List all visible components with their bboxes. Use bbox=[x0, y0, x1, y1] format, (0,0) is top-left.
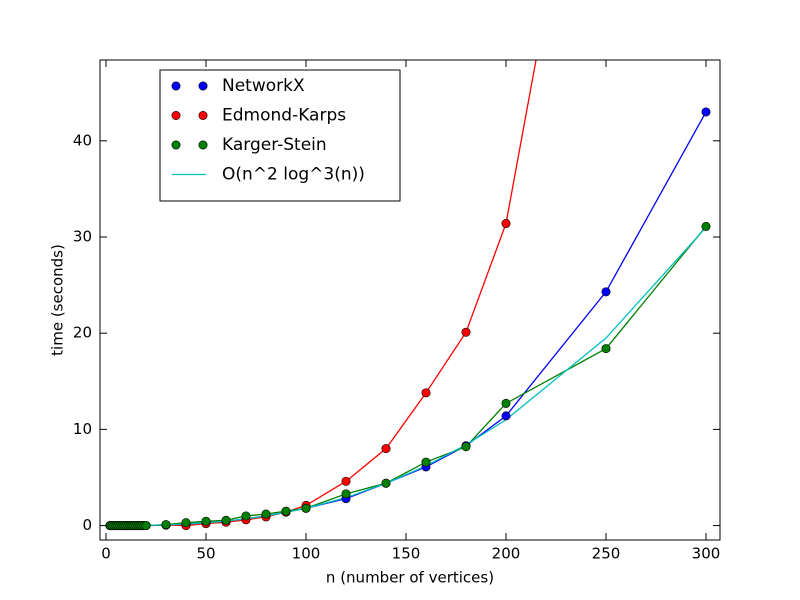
x-tick-label: 200 bbox=[492, 545, 521, 563]
data-point bbox=[381, 444, 391, 454]
x-tick-label: 50 bbox=[196, 545, 215, 563]
legend-marker bbox=[171, 140, 181, 150]
data-point bbox=[301, 503, 311, 513]
x-tick-label: 150 bbox=[392, 545, 421, 563]
x-tick-label: 100 bbox=[292, 545, 321, 563]
data-point bbox=[261, 509, 271, 519]
plot-area bbox=[105, 60, 711, 531]
legend-marker bbox=[171, 81, 181, 91]
x-tick-label: 250 bbox=[592, 545, 621, 563]
data-point bbox=[501, 398, 511, 408]
y-tick-label: 20 bbox=[73, 324, 92, 342]
y-tick-label: 10 bbox=[73, 420, 92, 438]
data-point bbox=[701, 221, 711, 231]
data-point bbox=[161, 520, 171, 530]
axes-frame bbox=[99, 59, 721, 541]
y-axis-label: time (seconds) bbox=[49, 244, 67, 356]
legend-label: Karger-Stein bbox=[222, 135, 327, 155]
axes: 0 50 100 150 200 250 300 0 10 20 30 40 bbox=[73, 59, 721, 563]
legend-marker bbox=[198, 140, 208, 150]
data-point bbox=[461, 442, 471, 452]
data-point bbox=[141, 521, 151, 531]
data-point bbox=[501, 219, 511, 229]
legend-label: NetworkX bbox=[222, 76, 305, 96]
legend-label: Edmond-Karps bbox=[222, 106, 346, 126]
x-tick-label: 0 bbox=[101, 545, 111, 563]
legend-marker bbox=[171, 111, 181, 121]
y-tick-label: 40 bbox=[73, 131, 92, 149]
data-point bbox=[461, 327, 471, 337]
data-point bbox=[421, 388, 431, 398]
data-point bbox=[241, 511, 251, 521]
data-point bbox=[181, 518, 191, 528]
data-point bbox=[501, 411, 511, 421]
legend-marker bbox=[198, 81, 208, 91]
data-point bbox=[341, 476, 351, 486]
data-point bbox=[221, 515, 231, 525]
data-point bbox=[281, 506, 291, 516]
legend-marker bbox=[198, 111, 208, 121]
data-point bbox=[381, 478, 391, 488]
x-axis-label: n (number of vertices) bbox=[326, 569, 494, 587]
legend-box bbox=[159, 69, 401, 202]
data-point bbox=[421, 457, 431, 467]
data-point bbox=[601, 344, 611, 354]
y-tick-label: 30 bbox=[73, 227, 92, 245]
legend: NetworkX Edmond-Karps Karger-Stein O(n^2 lo… bbox=[159, 69, 401, 202]
data-point bbox=[201, 516, 211, 526]
data-point bbox=[701, 107, 711, 117]
legend-label: O(n^2 log^3(n)) bbox=[222, 165, 365, 185]
data-point bbox=[601, 287, 611, 297]
y-tick-label: 0 bbox=[82, 516, 92, 534]
x-tick-label: 300 bbox=[692, 545, 721, 563]
data-point bbox=[341, 489, 351, 499]
